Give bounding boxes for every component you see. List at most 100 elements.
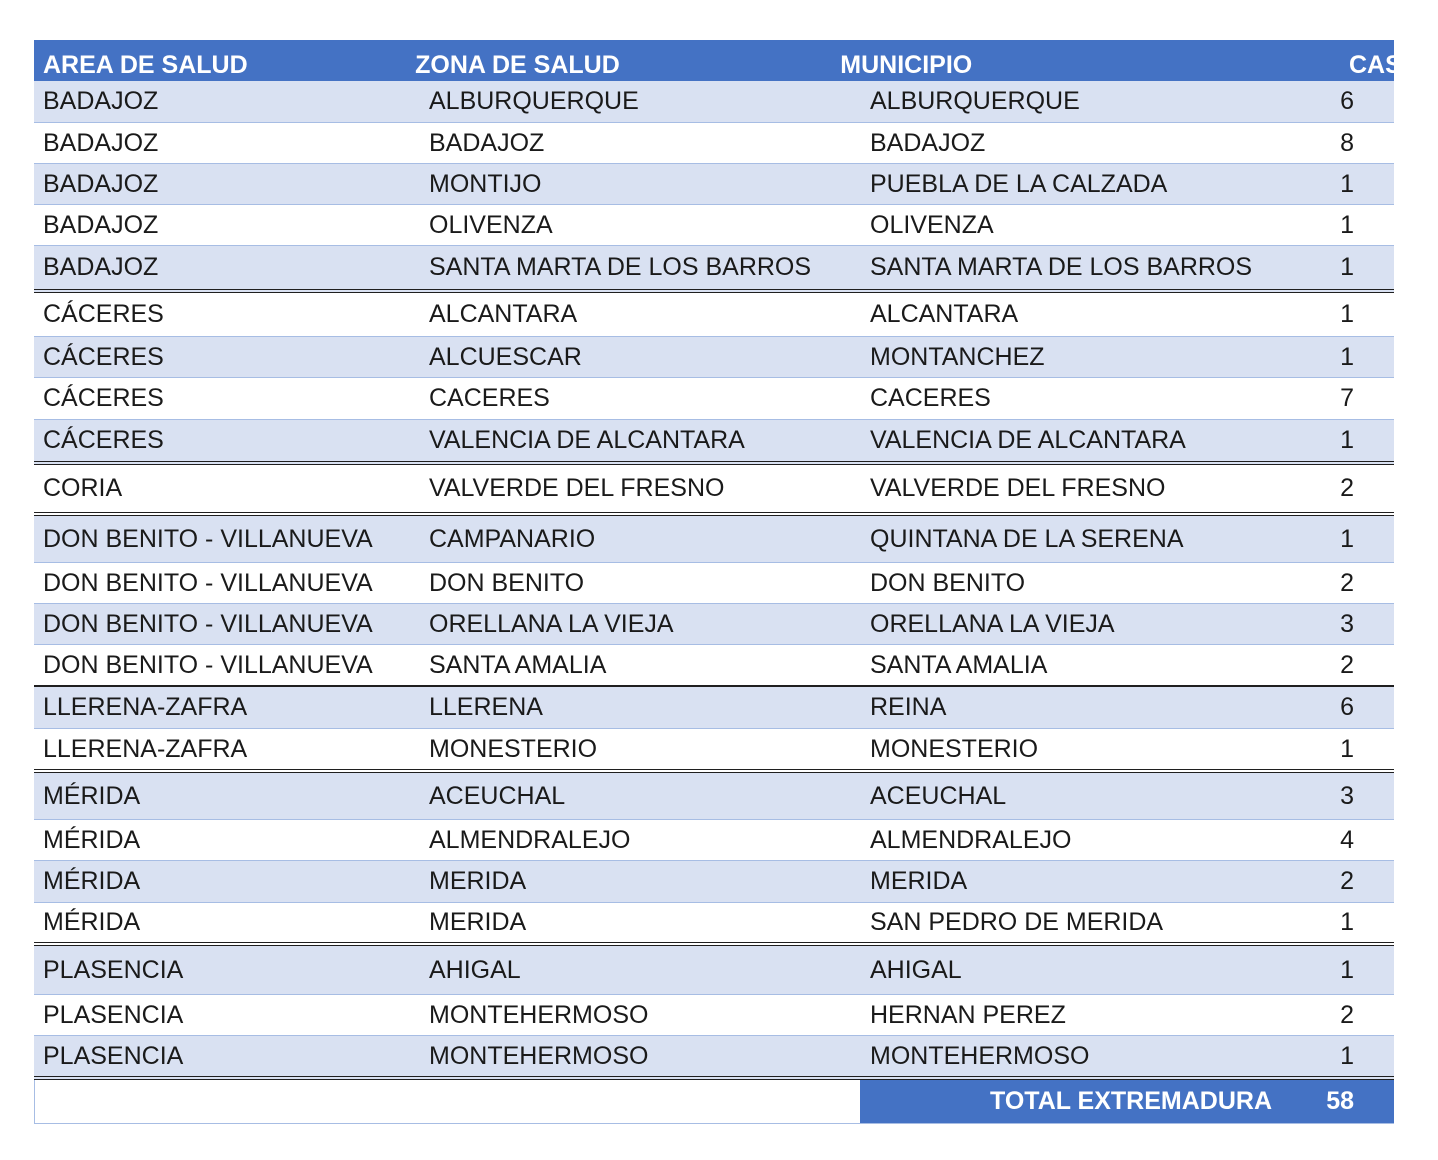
table-row: BADAJOZ BADAJOZ BADAJOZ 8 bbox=[34, 123, 1394, 164]
cell-municipio[interactable]: HERNAN PEREZ bbox=[870, 1000, 1066, 1029]
cell-casos[interactable]: 2 bbox=[1340, 1000, 1354, 1029]
cell-zona-de-salud[interactable]: AHIGAL bbox=[429, 955, 521, 984]
cell-area-de-salud[interactable]: PLASENCIA bbox=[43, 955, 184, 984]
cell-casos[interactable]: 1 bbox=[1340, 253, 1354, 281]
cell-municipio[interactable]: ALMENDRALEJO bbox=[870, 825, 1072, 854]
cell-zona-de-salud[interactable]: SANTA MARTA DE LOS BARROS bbox=[429, 253, 812, 281]
cell-municipio[interactable]: MERIDA bbox=[870, 867, 968, 895]
cell-area-de-salud[interactable]: DON BENITO - VILLANUEVA bbox=[43, 609, 373, 638]
cell-zona-de-salud[interactable]: ALCUESCAR bbox=[429, 342, 582, 371]
cell-area-de-salud[interactable]: CÁCERES bbox=[43, 342, 164, 371]
total-cell[interactable]: TOTAL EXTREMADURA 58 bbox=[860, 1080, 1394, 1123]
cell-area-de-salud[interactable]: BADAJOZ bbox=[43, 169, 159, 198]
cell-casos[interactable]: 7 bbox=[1340, 384, 1354, 412]
cell-municipio[interactable]: PUEBLA DE LA CALZADA bbox=[870, 169, 1168, 198]
cell-casos[interactable]: 1 bbox=[1340, 734, 1354, 763]
cell-municipio[interactable]: QUINTANA DE LA SERENA bbox=[870, 524, 1184, 553]
cell-municipio[interactable]: MONTANCHEZ bbox=[870, 342, 1045, 371]
cell-zona-de-salud[interactable]: MONESTERIO bbox=[429, 734, 598, 763]
cell-area-de-salud[interactable]: PLASENCIA bbox=[43, 1041, 184, 1070]
cell-municipio[interactable]: CACERES bbox=[870, 384, 991, 412]
cell-area-de-salud[interactable]: MÉRIDA bbox=[43, 825, 141, 854]
cell-area-de-salud[interactable]: LLERENA-ZAFRA bbox=[43, 734, 248, 763]
cell-zona-de-salud[interactable]: CAMPANARIO bbox=[429, 524, 596, 553]
header-area-de-salud[interactable]: AREA DE SALUD bbox=[43, 51, 248, 79]
cell-area-de-salud[interactable]: MÉRIDA bbox=[43, 781, 141, 810]
cell-municipio[interactable]: MONTEHERMOSO bbox=[870, 1041, 1090, 1070]
cell-casos[interactable]: 8 bbox=[1340, 128, 1354, 157]
cell-casos[interactable]: 2 bbox=[1340, 474, 1354, 502]
cell-area-de-salud[interactable]: LLERENA-ZAFRA bbox=[43, 693, 248, 721]
cell-municipio[interactable]: AHIGAL bbox=[870, 955, 962, 984]
cell-casos[interactable]: 3 bbox=[1340, 781, 1354, 810]
cell-casos[interactable]: 6 bbox=[1340, 87, 1354, 115]
cell-zona-de-salud[interactable]: VALVERDE DEL FRESNO bbox=[429, 474, 725, 502]
cell-casos[interactable]: 1 bbox=[1340, 210, 1354, 239]
cell-municipio[interactable]: ACEUCHAL bbox=[870, 781, 1007, 810]
cell-zona-de-salud[interactable]: CACERES bbox=[429, 384, 550, 412]
cell-municipio[interactable]: MONESTERIO bbox=[870, 734, 1039, 763]
cell-area-de-salud[interactable]: MÉRIDA bbox=[43, 908, 141, 936]
cell-zona-de-salud[interactable]: MONTIJO bbox=[429, 169, 542, 198]
cell-casos[interactable]: 1 bbox=[1340, 908, 1354, 936]
cell-area-de-salud[interactable]: DON BENITO - VILLANUEVA bbox=[43, 650, 373, 679]
cell-municipio[interactable]: BADAJOZ bbox=[870, 128, 986, 157]
cell-municipio[interactable]: DON BENITO bbox=[870, 568, 1026, 597]
cell-area-de-salud[interactable]: BADAJOZ bbox=[43, 128, 159, 157]
cell-municipio[interactable]: SANTA MARTA DE LOS BARROS bbox=[870, 253, 1253, 281]
cell-municipio[interactable]: ORELLANA LA VIEJA bbox=[870, 609, 1115, 638]
cell-area-de-salud[interactable]: CORIA bbox=[43, 474, 123, 502]
cell-zona-de-salud[interactable]: MONTEHERMOSO bbox=[429, 1041, 649, 1070]
cell-zona-de-salud[interactable]: MERIDA bbox=[429, 908, 527, 936]
cell-municipio[interactable]: ALBURQUERQUE bbox=[870, 87, 1080, 115]
cell-zona-de-salud[interactable]: ALCANTARA bbox=[429, 300, 578, 328]
cell-casos[interactable]: 2 bbox=[1340, 867, 1354, 895]
cell-zona-de-salud[interactable]: OLIVENZA bbox=[429, 210, 553, 239]
cell-casos[interactable]: 1 bbox=[1340, 955, 1354, 984]
cell-casos[interactable]: 1 bbox=[1340, 524, 1354, 553]
header-zona-de-salud[interactable]: ZONA DE SALUD bbox=[415, 51, 620, 79]
cell-casos[interactable]: 1 bbox=[1340, 169, 1354, 198]
cell-municipio[interactable]: VALVERDE DEL FRESNO bbox=[870, 474, 1166, 502]
cell-casos[interactable]: 1 bbox=[1340, 1041, 1354, 1070]
cell-casos[interactable]: 2 bbox=[1340, 568, 1354, 597]
cell-municipio[interactable]: VALENCIA DE ALCANTARA bbox=[870, 426, 1186, 454]
cell-casos[interactable]: 2 bbox=[1340, 650, 1354, 679]
cell-zona-de-salud[interactable]: DON BENITO bbox=[429, 568, 585, 597]
cell-zona-de-salud[interactable]: ALBURQUERQUE bbox=[429, 87, 639, 115]
cell-area-de-salud[interactable]: DON BENITO - VILLANUEVA bbox=[43, 524, 373, 553]
cell-zona-de-salud[interactable]: MERIDA bbox=[429, 867, 527, 895]
cell-zona-de-salud[interactable]: BADAJOZ bbox=[429, 128, 545, 157]
cell-zona-de-salud[interactable]: MONTEHERMOSO bbox=[429, 1000, 649, 1029]
cell-casos[interactable]: 3 bbox=[1340, 609, 1354, 638]
cell-area-de-salud[interactable]: DON BENITO - VILLANUEVA bbox=[43, 568, 373, 597]
cell-zona-de-salud[interactable]: LLERENA bbox=[429, 693, 543, 721]
table-row: BADAJOZ SANTA MARTA DE LOS BARROS SANTA MA… bbox=[34, 246, 1394, 293]
cell-zona-de-salud[interactable]: ALMENDRALEJO bbox=[429, 825, 631, 854]
cell-casos[interactable]: 6 bbox=[1340, 693, 1354, 721]
cell-municipio[interactable]: SANTA AMALIA bbox=[870, 650, 1048, 679]
cell-zona-de-salud[interactable]: ACEUCHAL bbox=[429, 781, 566, 810]
total-blank-cell[interactable] bbox=[35, 1080, 860, 1123]
cell-area-de-salud[interactable]: BADAJOZ bbox=[43, 210, 159, 239]
cell-area-de-salud[interactable]: PLASENCIA bbox=[43, 1000, 184, 1029]
cell-municipio[interactable]: OLIVENZA bbox=[870, 210, 994, 239]
cell-area-de-salud[interactable]: CÁCERES bbox=[43, 384, 164, 412]
cell-casos[interactable]: 1 bbox=[1340, 426, 1354, 454]
cell-municipio[interactable]: REINA bbox=[870, 693, 947, 721]
cell-zona-de-salud[interactable]: ORELLANA LA VIEJA bbox=[429, 609, 674, 638]
header-municipio[interactable]: MUNICIPIO bbox=[840, 51, 973, 79]
header-casos[interactable]: CASOS + bbox=[1241, 51, 1394, 80]
cell-zona-de-salud[interactable]: VALENCIA DE ALCANTARA bbox=[429, 426, 745, 454]
cell-municipio[interactable]: ALCANTARA bbox=[870, 300, 1019, 328]
cell-casos[interactable]: 1 bbox=[1340, 300, 1354, 328]
cell-area-de-salud[interactable]: CÁCERES bbox=[43, 300, 164, 328]
cell-area-de-salud[interactable]: BADAJOZ bbox=[43, 87, 159, 115]
cell-area-de-salud[interactable]: CÁCERES bbox=[43, 426, 164, 454]
cell-area-de-salud[interactable]: BADAJOZ bbox=[43, 253, 159, 281]
cell-area-de-salud[interactable]: MÉRIDA bbox=[43, 867, 141, 895]
cell-zona-de-salud[interactable]: SANTA AMALIA bbox=[429, 650, 607, 679]
cell-casos[interactable]: 4 bbox=[1340, 825, 1354, 854]
cell-municipio[interactable]: SAN PEDRO DE MERIDA bbox=[870, 908, 1164, 936]
cell-casos[interactable]: 1 bbox=[1340, 342, 1354, 371]
